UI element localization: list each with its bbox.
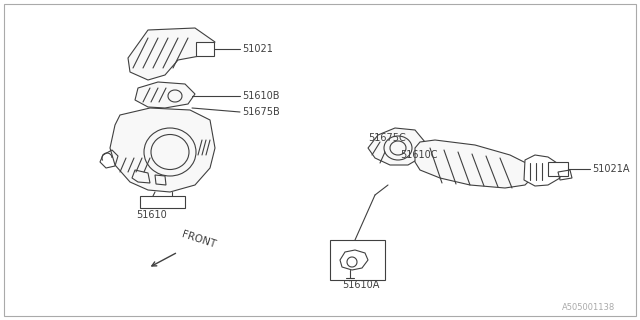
Polygon shape xyxy=(330,240,385,280)
Polygon shape xyxy=(128,28,215,80)
Text: 51021: 51021 xyxy=(242,44,273,54)
Polygon shape xyxy=(368,128,425,165)
Polygon shape xyxy=(415,140,535,188)
Text: 51610: 51610 xyxy=(136,210,168,220)
Text: 51021A: 51021A xyxy=(592,164,630,174)
Text: FRONT: FRONT xyxy=(180,229,216,250)
Polygon shape xyxy=(196,42,214,56)
Polygon shape xyxy=(524,155,560,186)
Text: 51675C: 51675C xyxy=(368,133,406,143)
Text: 51610B: 51610B xyxy=(242,91,280,101)
Polygon shape xyxy=(110,108,215,192)
Text: 51610C: 51610C xyxy=(400,150,438,160)
Polygon shape xyxy=(135,82,195,108)
Text: 51675B: 51675B xyxy=(242,107,280,117)
Polygon shape xyxy=(140,196,185,208)
Text: A505001138: A505001138 xyxy=(562,303,615,312)
Polygon shape xyxy=(548,162,568,176)
Text: 51610A: 51610A xyxy=(342,280,380,290)
